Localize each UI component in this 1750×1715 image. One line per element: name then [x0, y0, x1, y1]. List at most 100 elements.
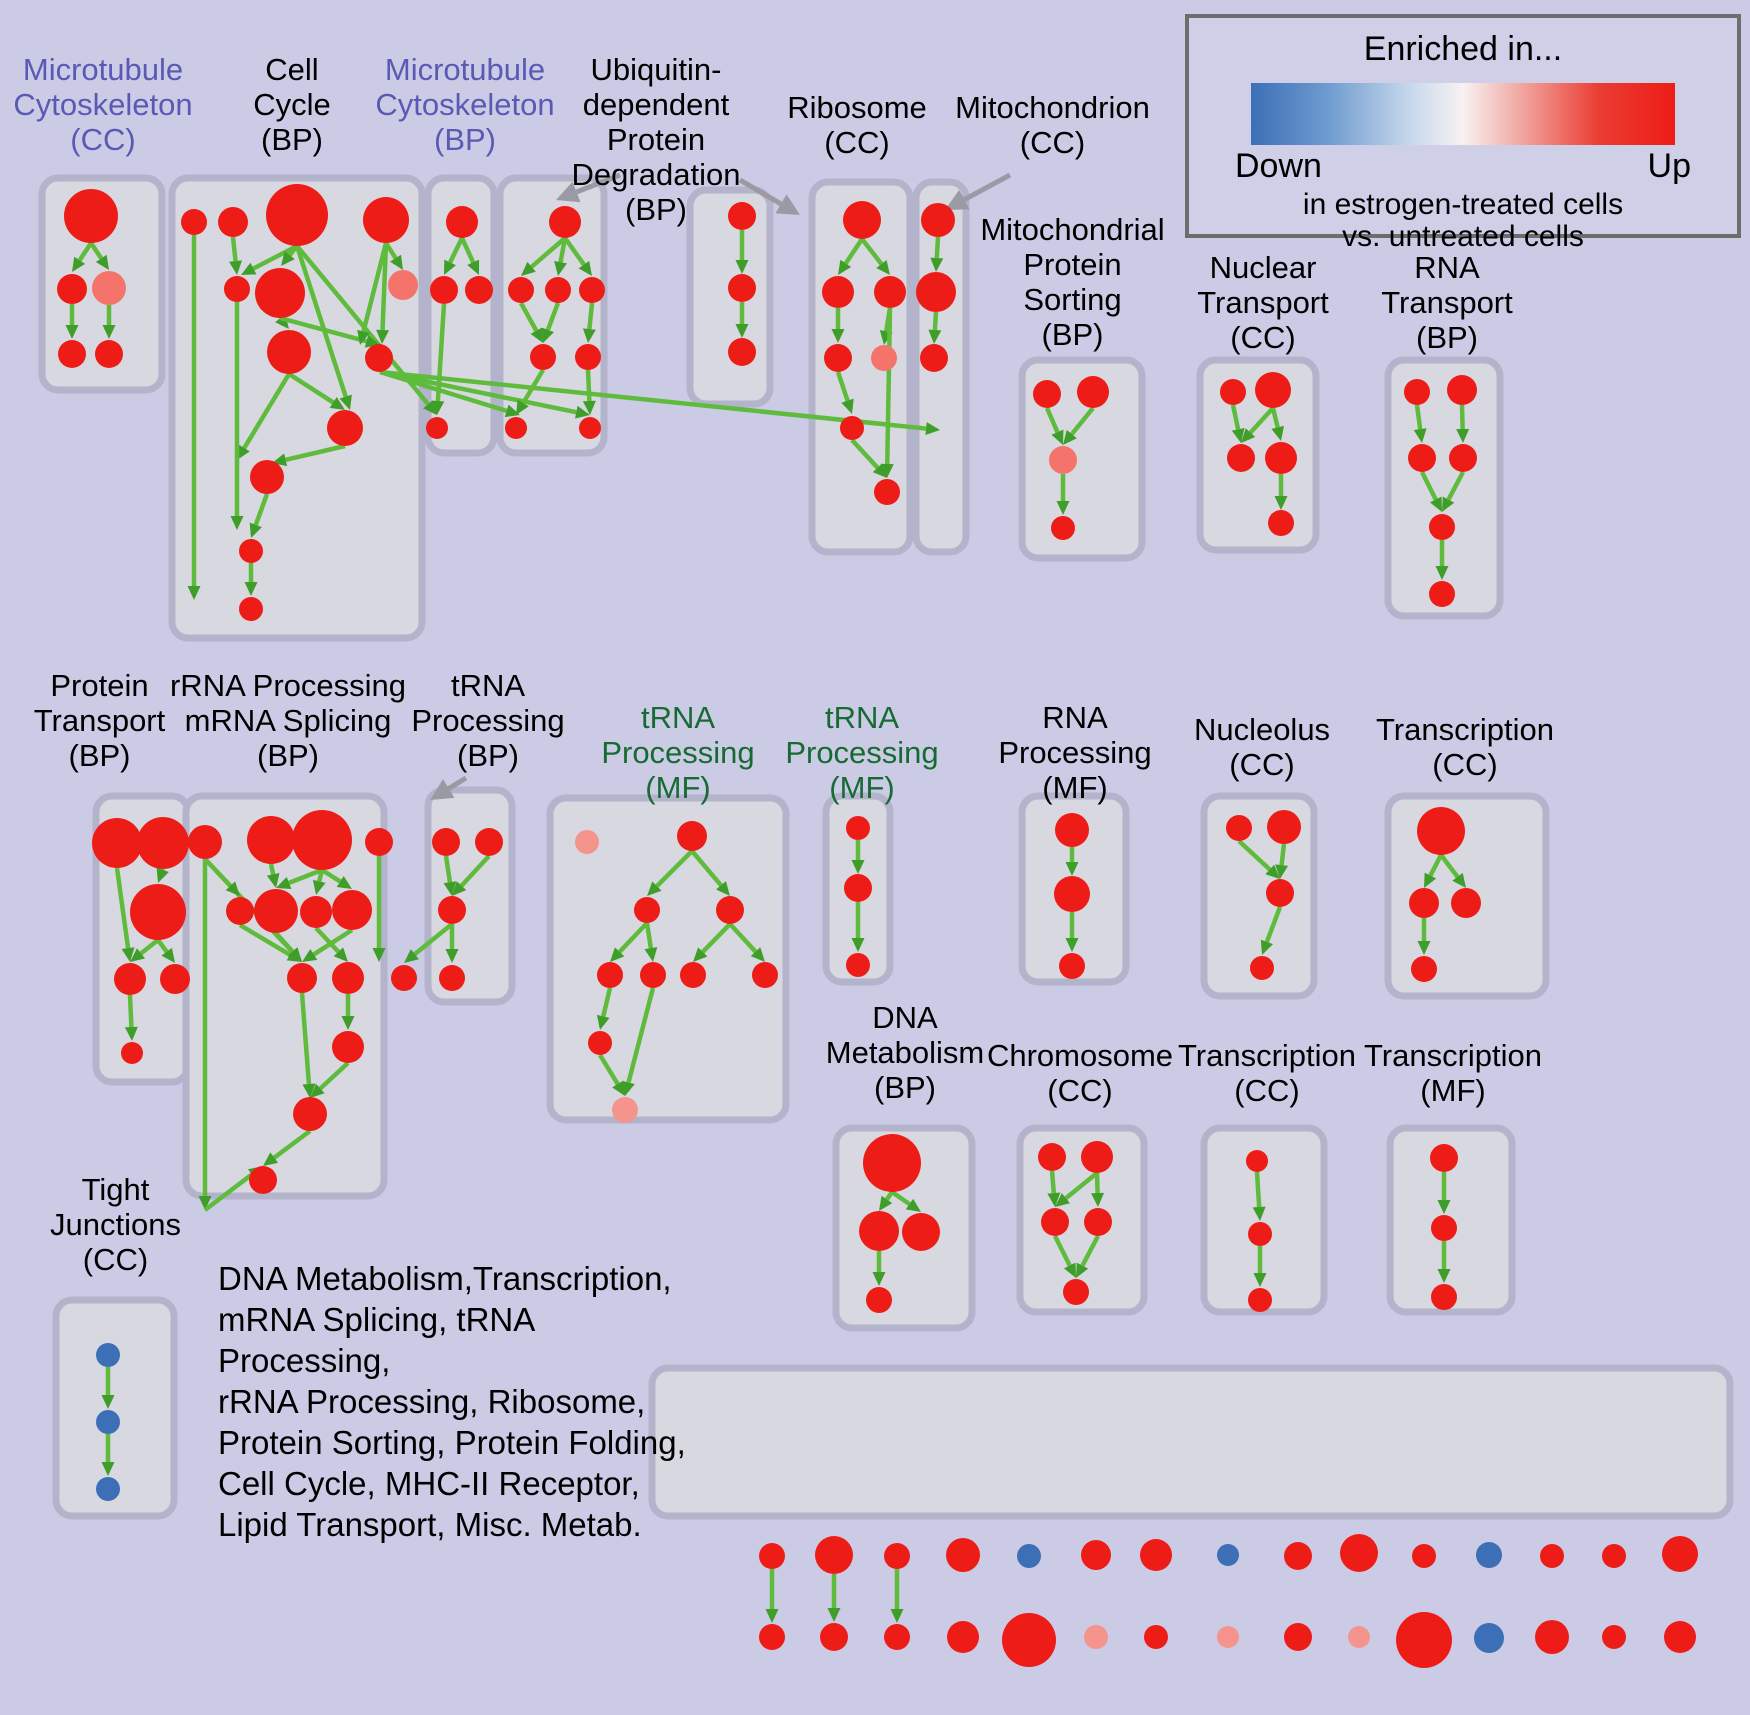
go-term-node[interactable]	[426, 417, 448, 439]
go-term-node[interactable]	[332, 1031, 364, 1063]
go-term-node[interactable]	[884, 1624, 910, 1650]
go-term-node[interactable]	[505, 417, 527, 439]
go-term-node[interactable]	[575, 830, 599, 854]
go-term-node[interactable]	[1431, 1284, 1457, 1310]
go-term-node[interactable]	[96, 1410, 120, 1434]
go-term-node[interactable]	[96, 1343, 120, 1367]
go-term-node[interactable]	[640, 962, 666, 988]
go-term-node[interactable]	[293, 1097, 327, 1131]
go-term-node[interactable]	[597, 962, 623, 988]
go-term-node[interactable]	[391, 965, 417, 991]
go-term-node[interactable]	[58, 340, 86, 368]
go-term-node[interactable]	[1081, 1540, 1111, 1570]
go-term-node[interactable]	[1664, 1621, 1696, 1653]
go-term-node[interactable]	[239, 597, 263, 621]
go-term-node[interactable]	[752, 962, 778, 988]
go-term-node[interactable]	[1227, 444, 1255, 472]
go-term-node[interactable]	[728, 274, 756, 302]
go-term-node[interactable]	[226, 897, 254, 925]
go-term-node[interactable]	[1017, 1544, 1041, 1568]
go-term-node[interactable]	[1140, 1539, 1172, 1571]
go-term-node[interactable]	[1447, 375, 1477, 405]
go-term-node[interactable]	[884, 1543, 910, 1569]
go-term-node[interactable]	[332, 962, 364, 994]
go-term-node[interactable]	[95, 340, 123, 368]
go-term-node[interactable]	[1038, 1143, 1066, 1171]
go-term-node[interactable]	[1081, 1141, 1113, 1173]
go-term-node[interactable]	[1220, 379, 1246, 405]
go-term-node[interactable]	[1268, 510, 1294, 536]
go-term-node[interactable]	[432, 828, 460, 856]
go-term-node[interactable]	[1055, 813, 1089, 847]
go-term-node[interactable]	[1429, 514, 1455, 540]
go-term-node[interactable]	[716, 896, 744, 924]
go-term-node[interactable]	[363, 197, 409, 243]
go-term-node[interactable]	[300, 896, 332, 928]
go-term-node[interactable]	[946, 1538, 980, 1572]
go-term-node[interactable]	[121, 1042, 143, 1064]
go-term-node[interactable]	[612, 1097, 638, 1123]
go-term-node[interactable]	[1246, 1150, 1268, 1172]
go-term-node[interactable]	[680, 962, 706, 988]
go-term-node[interactable]	[759, 1624, 785, 1650]
go-term-node[interactable]	[365, 828, 393, 856]
go-term-node[interactable]	[1002, 1613, 1056, 1667]
go-term-node[interactable]	[465, 276, 493, 304]
go-term-node[interactable]	[1054, 876, 1090, 912]
go-term-node[interactable]	[1662, 1536, 1698, 1572]
go-term-node[interactable]	[1404, 379, 1430, 405]
go-term-node[interactable]	[1266, 879, 1294, 907]
go-term-node[interactable]	[1248, 1288, 1272, 1312]
go-term-node[interactable]	[224, 276, 250, 302]
go-term-node[interactable]	[430, 276, 458, 304]
go-term-node[interactable]	[1059, 953, 1085, 979]
go-term-node[interactable]	[846, 953, 870, 977]
go-term-node[interactable]	[874, 479, 900, 505]
go-term-node[interactable]	[218, 207, 248, 237]
go-term-node[interactable]	[1284, 1542, 1312, 1570]
go-term-node[interactable]	[267, 330, 311, 374]
go-term-node[interactable]	[327, 410, 363, 446]
go-term-node[interactable]	[728, 338, 756, 366]
go-term-node[interactable]	[846, 816, 870, 840]
go-term-node[interactable]	[1051, 516, 1075, 540]
go-term-node[interactable]	[137, 817, 189, 869]
go-term-node[interactable]	[1144, 1625, 1168, 1649]
go-term-node[interactable]	[1340, 1534, 1378, 1572]
go-term-node[interactable]	[1217, 1544, 1239, 1566]
go-term-node[interactable]	[439, 965, 465, 991]
go-term-node[interactable]	[1540, 1544, 1564, 1568]
go-term-node[interactable]	[1409, 888, 1439, 918]
go-term-node[interactable]	[388, 270, 418, 300]
go-term-node[interactable]	[287, 963, 317, 993]
go-term-node[interactable]	[844, 874, 872, 902]
go-term-node[interactable]	[1284, 1623, 1312, 1651]
go-term-node[interactable]	[588, 1031, 612, 1055]
go-term-node[interactable]	[843, 201, 881, 239]
go-term-node[interactable]	[1602, 1625, 1626, 1649]
go-term-node[interactable]	[921, 203, 955, 237]
go-term-node[interactable]	[759, 1543, 785, 1569]
go-term-node[interactable]	[916, 272, 956, 312]
go-term-node[interactable]	[249, 1166, 277, 1194]
go-term-node[interactable]	[250, 460, 284, 494]
go-term-node[interactable]	[1348, 1626, 1370, 1648]
go-term-node[interactable]	[255, 268, 305, 318]
go-term-node[interactable]	[902, 1213, 940, 1251]
go-term-node[interactable]	[824, 344, 852, 372]
go-term-node[interactable]	[1474, 1623, 1504, 1653]
go-term-node[interactable]	[508, 277, 534, 303]
go-term-node[interactable]	[1431, 1215, 1457, 1241]
go-term-node[interactable]	[840, 416, 864, 440]
go-term-node[interactable]	[1049, 446, 1077, 474]
go-term-node[interactable]	[874, 276, 906, 308]
go-term-node[interactable]	[292, 810, 352, 870]
go-term-node[interactable]	[1041, 1208, 1069, 1236]
go-term-node[interactable]	[438, 896, 466, 924]
go-term-node[interactable]	[863, 1134, 921, 1192]
go-term-node[interactable]	[815, 1536, 853, 1574]
go-term-node[interactable]	[1084, 1208, 1112, 1236]
go-term-node[interactable]	[1602, 1544, 1626, 1568]
go-term-node[interactable]	[1429, 581, 1455, 607]
go-term-node[interactable]	[1226, 815, 1252, 841]
